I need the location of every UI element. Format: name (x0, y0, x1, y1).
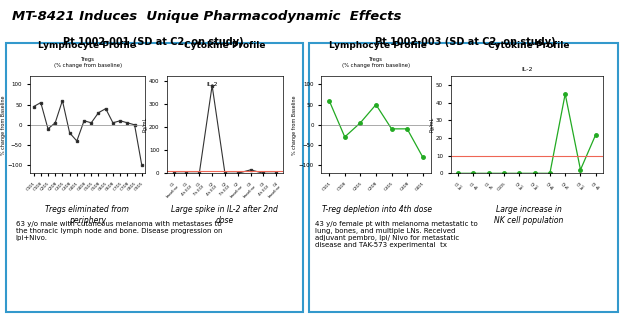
Y-axis label: Pg/mL: Pg/mL (143, 117, 148, 132)
Text: Pt 1002-003 (SD at C2, on study): Pt 1002-003 (SD at C2, on study) (374, 37, 555, 46)
Text: Large increase in
NK cell population: Large increase in NK cell population (494, 205, 564, 225)
Text: MT-8421 Induces  Unique Pharmacodynamic  Effects: MT-8421 Induces Unique Pharmacodynamic E… (12, 10, 402, 23)
Text: Large spike in IL-2 after 2nd
dose: Large spike in IL-2 after 2nd dose (171, 205, 278, 225)
Text: Tregs
(% change from baseline): Tregs (% change from baseline) (342, 57, 410, 68)
Text: 63 y/o male with cutaneous melanoma with metastases to
the thoracic lymph node a: 63 y/o male with cutaneous melanoma with… (16, 221, 222, 241)
Text: Pt 1002-001 (SD at C2, on study): Pt 1002-001 (SD at C2, on study) (62, 37, 243, 46)
Y-axis label: % change from Baseline: % change from Baseline (1, 95, 6, 155)
Y-axis label: Pg/mL: Pg/mL (429, 117, 434, 132)
Text: Lymphocyte Profile: Lymphocyte Profile (39, 41, 136, 50)
Text: Cytokine Profile: Cytokine Profile (489, 41, 570, 50)
Text: Tregs
(% change from baseline): Tregs (% change from baseline) (54, 57, 122, 68)
Text: IL-2: IL-2 (521, 66, 533, 72)
Text: T-reg depletion into 4th dose: T-reg depletion into 4th dose (323, 205, 432, 214)
Text: Cytokine Profile: Cytokine Profile (184, 41, 265, 50)
Text: 43 y/o female pt with melanoma metastatic to
lung, bones, and multiple LNs. Rece: 43 y/o female pt with melanoma metastati… (315, 221, 478, 248)
Text: Tregs eliminated from
periphery: Tregs eliminated from periphery (46, 205, 129, 225)
Text: Lymphocyte Profile: Lymphocyte Profile (329, 41, 426, 50)
Text: IL-2: IL-2 (207, 82, 218, 87)
Y-axis label: % change from Baseline: % change from Baseline (292, 95, 297, 155)
